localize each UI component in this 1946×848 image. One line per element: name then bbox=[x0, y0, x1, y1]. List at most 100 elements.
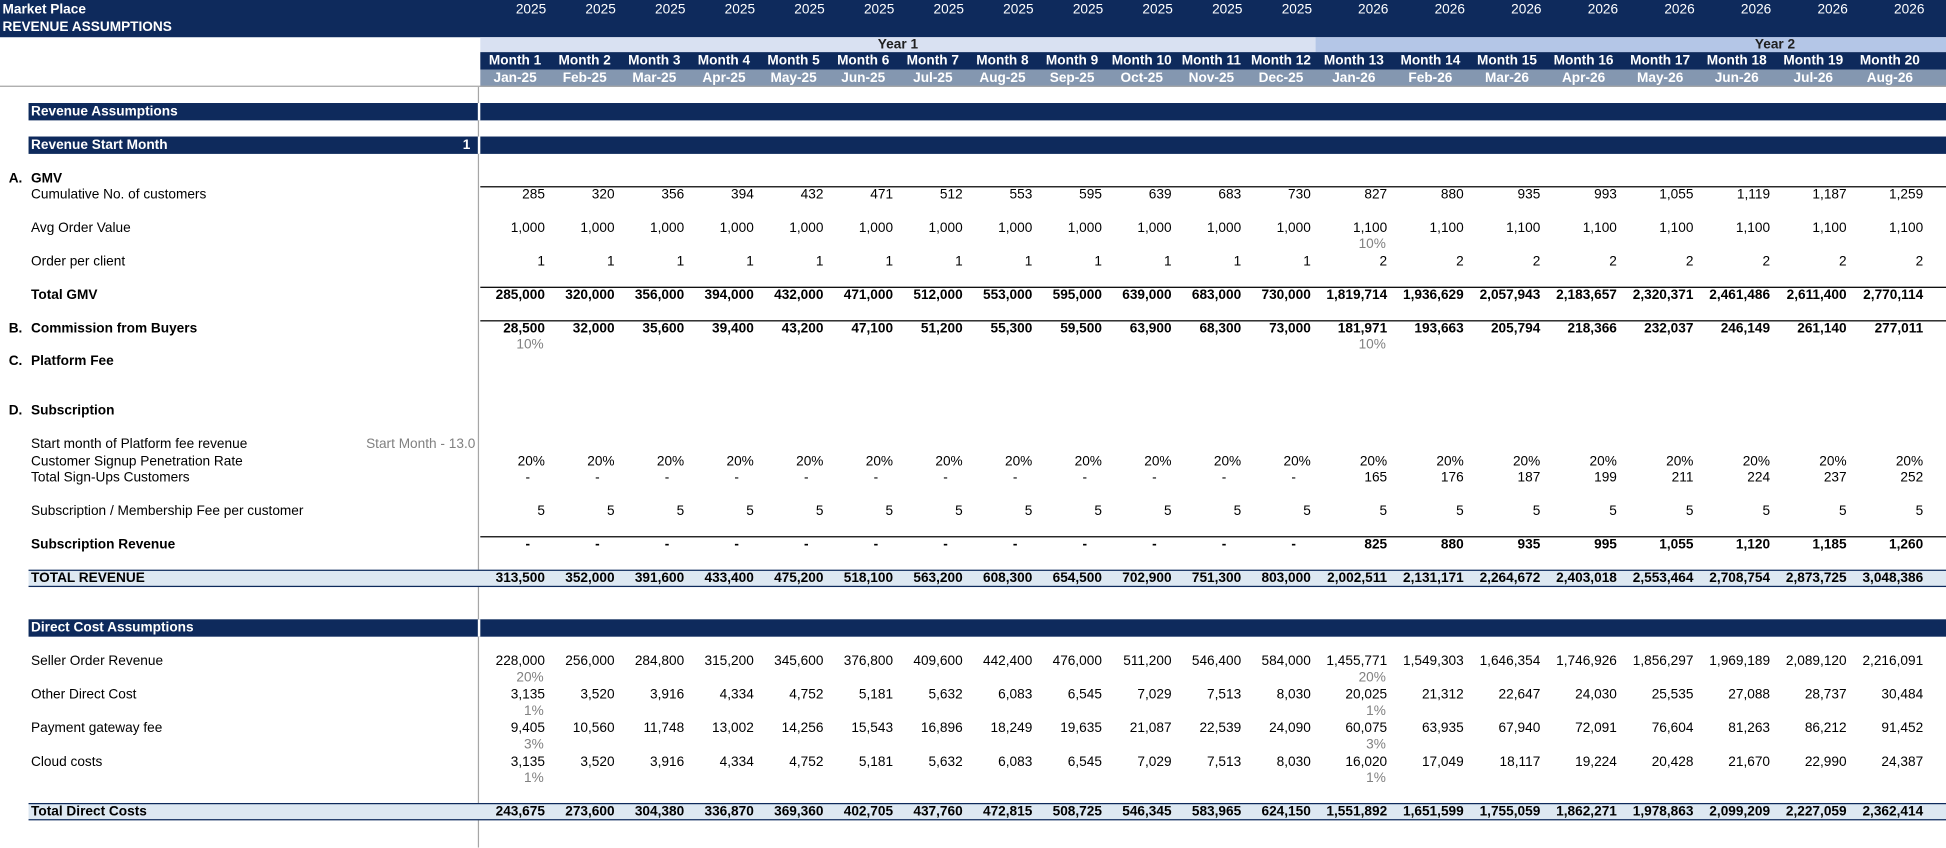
cell-value: 2,057,943 bbox=[1479, 287, 1541, 303]
row-rule bbox=[480, 320, 1946, 322]
cell-value: 1,000 bbox=[858, 220, 894, 236]
month-label: Month 2 bbox=[558, 53, 611, 69]
date-label: Apr-25 bbox=[702, 70, 746, 86]
cell-value: 1 bbox=[815, 254, 824, 270]
cell-value: 20% bbox=[1074, 454, 1102, 470]
cell-value: 81,263 bbox=[1728, 721, 1771, 736]
cell-value: 20% bbox=[1004, 454, 1033, 470]
year-label: 2025 bbox=[1142, 2, 1173, 18]
cell-value: 993 bbox=[1594, 187, 1617, 203]
month-label: Month 15 bbox=[1477, 53, 1537, 69]
cell-value: 639,000 bbox=[1122, 287, 1172, 303]
row-label: Direct Cost Assumptions bbox=[31, 620, 194, 636]
cell-value: 1,100 bbox=[1582, 220, 1617, 236]
month-label: Month 1 bbox=[488, 53, 542, 69]
cell-value: 2,611,400 bbox=[1786, 287, 1847, 303]
cell-value: 433,400 bbox=[704, 570, 754, 586]
cell-value: 1,120 bbox=[1735, 537, 1771, 553]
row-label: Revenue Assumptions bbox=[31, 104, 178, 120]
cell-value: 803,000 bbox=[1261, 570, 1311, 586]
cell-value: 432 bbox=[800, 187, 824, 203]
row-prefix: C. bbox=[8, 353, 23, 369]
year-label: 2025 bbox=[1003, 2, 1034, 18]
cell-value: 608,300 bbox=[982, 570, 1033, 586]
year-label: 2025 bbox=[933, 2, 964, 18]
cell-value: 8,030 bbox=[1276, 687, 1311, 703]
cell-value: 2,002,511 bbox=[1327, 570, 1388, 586]
cell-value: 72,091 bbox=[1575, 721, 1617, 736]
cell-value: 1,185 bbox=[1812, 537, 1847, 553]
cell-value: 22,647 bbox=[1498, 687, 1541, 703]
month-label: Month 13 bbox=[1323, 53, 1384, 69]
cell-value: 1,551,892 bbox=[1326, 804, 1388, 820]
cell-subvalue: 3% bbox=[523, 737, 544, 753]
cell-value: 243,675 bbox=[495, 804, 545, 820]
cell-value: 39,400 bbox=[712, 321, 754, 337]
row-rule bbox=[480, 186, 1946, 188]
cell-value: 181,971 bbox=[1337, 321, 1388, 337]
row-prefix: B. bbox=[8, 321, 23, 337]
cell-value: 1,100 bbox=[1506, 220, 1541, 236]
row-label: Cloud costs bbox=[31, 754, 103, 770]
cell-value: 20% bbox=[1742, 454, 1771, 470]
cell-value: 442,400 bbox=[982, 654, 1033, 669]
cell-value: 1,000 bbox=[789, 220, 824, 236]
cell-value: 19,224 bbox=[1575, 754, 1617, 770]
cell-value: 256,000 bbox=[565, 654, 615, 669]
cell-value: 394,000 bbox=[704, 287, 754, 303]
cell-value: 1 bbox=[1094, 254, 1102, 270]
section-bar-divider bbox=[477, 136, 481, 154]
cell-value: - bbox=[734, 537, 739, 553]
cell-value: 683 bbox=[1218, 187, 1242, 203]
cell-value: 284,800 bbox=[634, 654, 685, 669]
cell-value: 394 bbox=[731, 187, 754, 203]
cell-value: - bbox=[1291, 470, 1296, 486]
year-label: 2025 bbox=[1281, 2, 1313, 18]
cell-value: 5 bbox=[1379, 503, 1388, 519]
cell-value: 21,087 bbox=[1129, 721, 1172, 736]
cell-value: 7,513 bbox=[1207, 687, 1242, 703]
cell-value: 20,025 bbox=[1345, 687, 1388, 703]
cell-value: - bbox=[734, 470, 739, 486]
sheet-title: Market Place bbox=[2, 2, 86, 18]
cell-value: 30,484 bbox=[1881, 687, 1924, 703]
cell-value: 7,029 bbox=[1137, 687, 1172, 703]
cell-value: 1 bbox=[746, 254, 754, 270]
cell-value: 20% bbox=[656, 454, 685, 470]
cell-value: 1 bbox=[1024, 254, 1033, 270]
cell-value: 6,083 bbox=[998, 754, 1033, 770]
cell-value: 5 bbox=[1233, 503, 1242, 519]
year-label: 2025 bbox=[655, 2, 686, 18]
cell-value: 63,900 bbox=[1129, 321, 1172, 337]
cell-value: 1,000 bbox=[1276, 220, 1311, 236]
date-label: Jan-25 bbox=[493, 70, 537, 86]
date-label: Jan-26 bbox=[1332, 70, 1376, 86]
year-label: 2025 bbox=[585, 2, 616, 18]
year-label: 2025 bbox=[794, 2, 825, 18]
cell-value: 2 bbox=[1838, 254, 1847, 270]
cell-value: 20% bbox=[1213, 454, 1242, 470]
cell-value: 1 bbox=[606, 254, 615, 270]
cell-value: 751,300 bbox=[1191, 570, 1242, 586]
cell-value: 1,055 bbox=[1659, 187, 1694, 203]
cell-value: 583,965 bbox=[1191, 804, 1242, 820]
cell-value: 432,000 bbox=[774, 287, 824, 303]
year-label: 2026 bbox=[1358, 2, 1389, 18]
cell-value: 63,935 bbox=[1421, 721, 1464, 736]
year-label: 2025 bbox=[1212, 2, 1243, 18]
row-label: Start month of Platform fee revenue bbox=[31, 436, 248, 452]
section-bar bbox=[28, 103, 1946, 121]
row-label: Subscription / Membership Fee per custom… bbox=[31, 503, 304, 519]
cell-value: 24,090 bbox=[1269, 721, 1311, 736]
cell-value: 1,260 bbox=[1889, 537, 1924, 553]
cell-value: 10,560 bbox=[572, 721, 615, 736]
cell-value: 553 bbox=[1009, 187, 1033, 203]
year-label: 2026 bbox=[1740, 2, 1772, 18]
cell-value: 205,794 bbox=[1490, 321, 1541, 337]
cell-value: 68,300 bbox=[1199, 321, 1242, 337]
cell-value: 261,140 bbox=[1797, 321, 1847, 337]
cell-value: - bbox=[595, 470, 600, 486]
cell-value: - bbox=[1152, 470, 1157, 486]
cell-value: 20% bbox=[1144, 454, 1172, 470]
cell-value: 13,002 bbox=[712, 721, 754, 736]
